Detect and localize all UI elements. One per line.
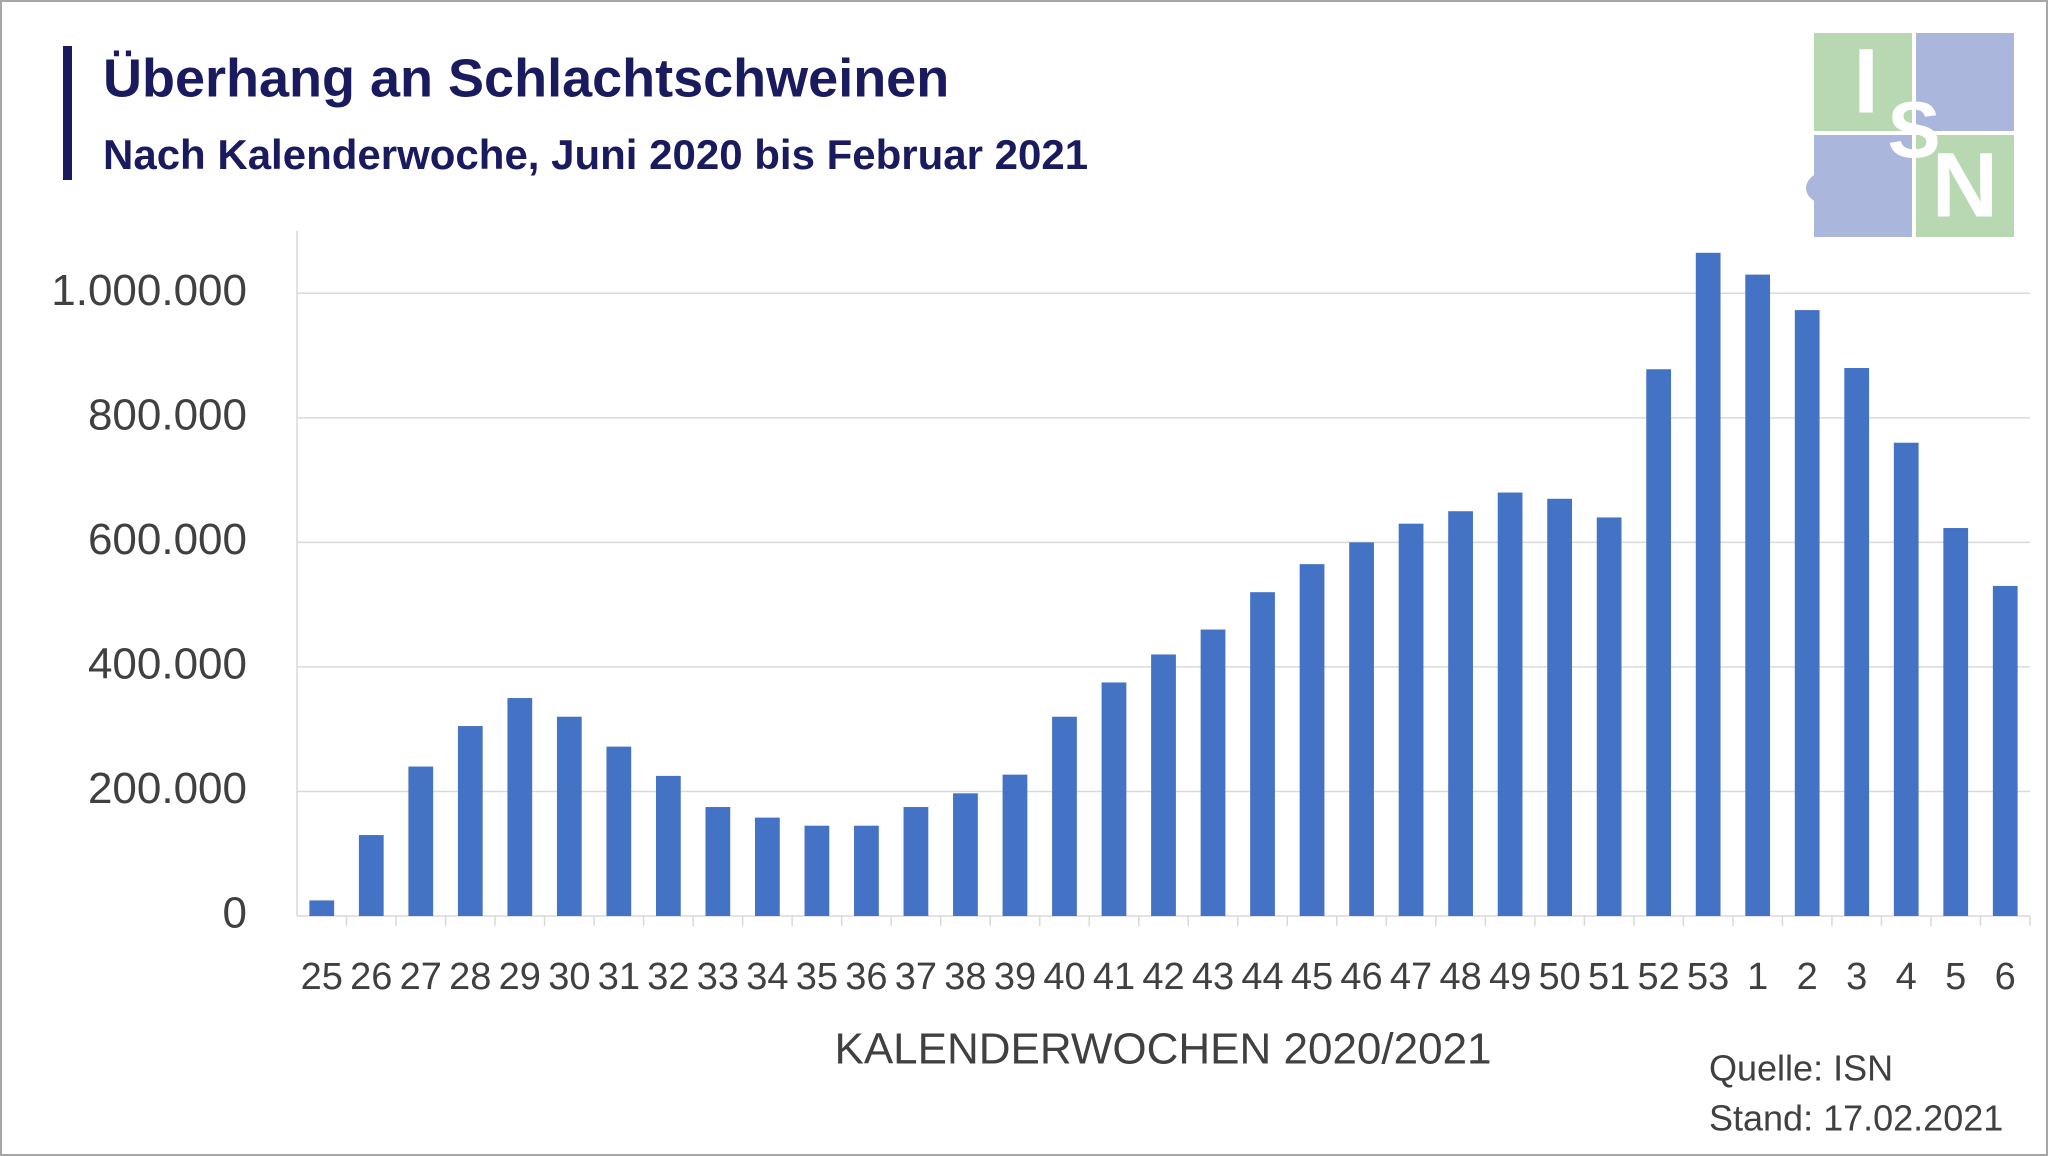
bar xyxy=(1052,716,1077,916)
y-tick-label: 200.000 xyxy=(88,764,247,813)
bar xyxy=(705,807,731,916)
x-tick-label: 4 xyxy=(1896,956,1917,998)
x-tick-label: 51 xyxy=(1588,956,1630,998)
bar xyxy=(606,746,632,916)
x-tick-label: 3 xyxy=(1846,956,1867,998)
x-tick-label: 38 xyxy=(944,956,986,998)
x-tick-label: 30 xyxy=(548,956,590,998)
bar xyxy=(1448,511,1473,916)
logo-tile xyxy=(1916,33,2014,131)
bar xyxy=(1745,274,1771,916)
bar xyxy=(1646,369,1672,916)
x-tick-label: 32 xyxy=(647,956,689,998)
bar xyxy=(1794,310,1820,916)
source: Quelle: ISN xyxy=(1709,1048,1893,1089)
x-tick-label: 35 xyxy=(796,956,838,998)
x-tick-label: 33 xyxy=(697,956,739,998)
x-tick-label: 46 xyxy=(1340,956,1382,998)
logo-letter: N xyxy=(1932,134,1998,236)
x-tick-label: 44 xyxy=(1241,956,1283,998)
logo-tile xyxy=(1814,33,1912,131)
bar xyxy=(1844,368,1870,916)
bar xyxy=(1250,592,1275,916)
x-tick-label: 26 xyxy=(350,956,392,998)
logo-tile xyxy=(1916,135,2014,237)
x-tick-label: 53 xyxy=(1687,956,1729,998)
bar xyxy=(755,817,780,916)
bar xyxy=(556,716,582,916)
date-note: Stand: 17.02.2021 xyxy=(1709,1098,2003,1139)
chart-subtitle: Nach Kalenderwoche, Juni 2020 bis Februa… xyxy=(103,131,1088,178)
bar xyxy=(903,807,929,916)
bar xyxy=(854,825,879,916)
bar xyxy=(1596,517,1622,916)
bar xyxy=(953,793,978,916)
x-tick-label: 45 xyxy=(1291,956,1333,998)
bar xyxy=(1200,629,1226,916)
bar xyxy=(408,766,434,916)
x-tick-label: 27 xyxy=(400,956,442,998)
x-axis-label: KALENDERWOCHEN 2020/2021 xyxy=(834,1025,1491,1074)
logo-letter: I xyxy=(1853,30,1879,132)
logo: I S N xyxy=(1806,30,2014,237)
x-tick-label: 43 xyxy=(1192,956,1234,998)
bar xyxy=(1893,442,1919,916)
x-tick-label: 48 xyxy=(1439,956,1481,998)
x-tick-label: 36 xyxy=(845,956,887,998)
y-tick-label: 1.000.000 xyxy=(51,266,247,315)
x-tick-label: 6 xyxy=(1995,956,2016,998)
title-accent xyxy=(63,46,72,180)
x-tick-label: 29 xyxy=(499,956,541,998)
y-tick-label: 800.000 xyxy=(88,390,247,439)
x-tick-label: 52 xyxy=(1638,956,1680,998)
logo-pig xyxy=(1806,168,1874,208)
bar xyxy=(1101,682,1127,916)
bar xyxy=(1299,564,1325,916)
bar xyxy=(1349,542,1374,916)
x-tick-label: 37 xyxy=(895,956,937,998)
y-tick-label: 400.000 xyxy=(88,640,247,689)
bar xyxy=(1992,585,2018,916)
bar xyxy=(804,825,830,916)
y-tick-label: 600.000 xyxy=(88,515,247,564)
x-tick-label: 50 xyxy=(1538,956,1580,998)
chart-title: Überhang an Schlachtschweinen xyxy=(103,48,949,108)
x-tick-label: 28 xyxy=(449,956,491,998)
x-tick-label: 1 xyxy=(1747,956,1768,998)
bar xyxy=(1547,498,1572,916)
bar xyxy=(1002,774,1028,916)
logo-letter: S xyxy=(1887,85,1940,174)
x-tick-label: 2 xyxy=(1797,956,1818,998)
x-tick-label: 40 xyxy=(1043,956,1085,998)
bar xyxy=(309,900,335,916)
x-tick-label: 31 xyxy=(598,956,640,998)
x-tick-label: 5 xyxy=(1945,956,1966,998)
bar xyxy=(457,726,483,916)
x-tick-label: 47 xyxy=(1390,956,1432,998)
x-tick-label: 25 xyxy=(301,956,343,998)
bar xyxy=(1497,492,1523,916)
x-tick-label: 34 xyxy=(746,956,788,998)
bar xyxy=(655,775,681,916)
bar xyxy=(1151,654,1176,916)
bar xyxy=(507,698,533,916)
y-tick-label: 0 xyxy=(223,889,247,938)
x-tick-label: 39 xyxy=(994,956,1036,998)
bar xyxy=(358,835,384,916)
x-tick-label: 49 xyxy=(1489,956,1531,998)
bar xyxy=(1695,252,1721,916)
bar xyxy=(1398,523,1424,916)
x-tick-label: 41 xyxy=(1093,956,1135,998)
x-tick-label: 42 xyxy=(1142,956,1184,998)
bar xyxy=(1943,528,1969,916)
